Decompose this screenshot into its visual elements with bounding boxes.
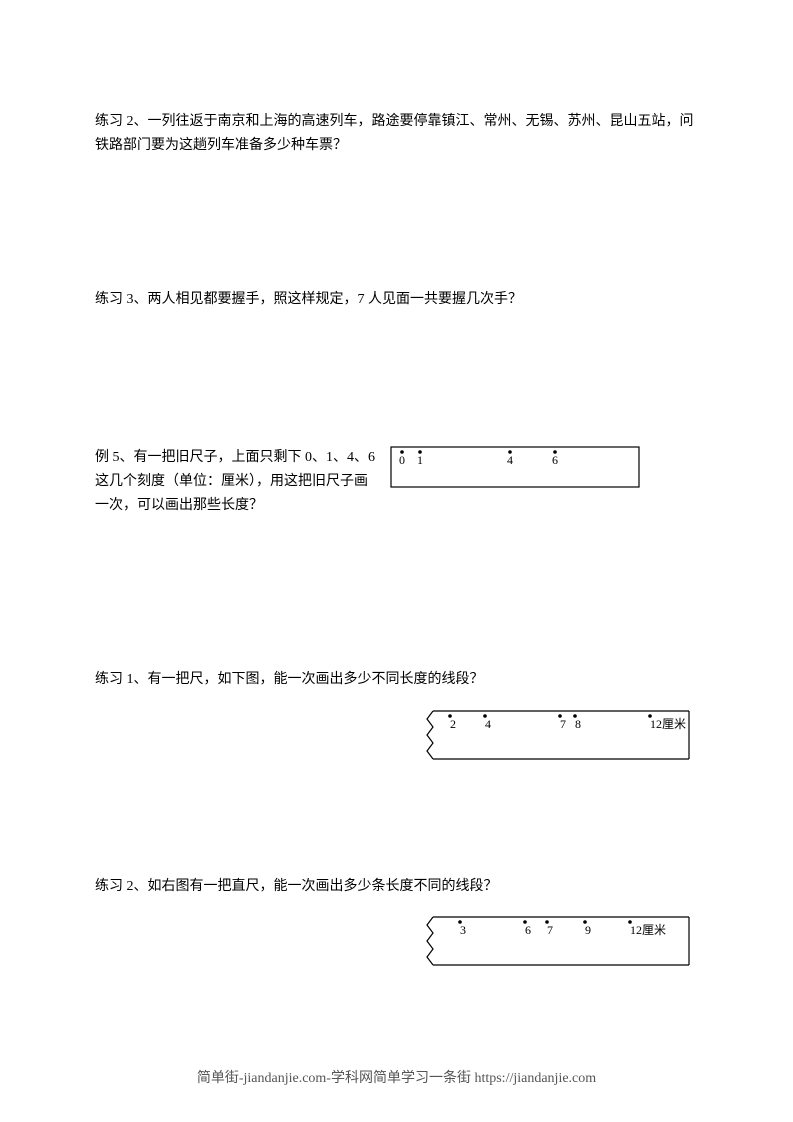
- svg-text:12厘米: 12厘米: [630, 923, 666, 937]
- example-5-row: 例 5、有一把旧尺子，上面只剩下 0、1、4、6 这几个刻度（单位：厘米），用这…: [95, 446, 698, 517]
- svg-text:8: 8: [575, 717, 581, 731]
- example-5-text: 例 5、有一把旧尺子，上面只剩下 0、1、4、6 这几个刻度（单位：厘米），用这…: [95, 446, 390, 517]
- svg-text:1: 1: [417, 453, 423, 467]
- example-5-ruler: 01 4 6: [390, 446, 698, 488]
- practice-1-text: 练习 1、有一把尺，如下图，能一次画出多少不同长度的线段？: [95, 668, 698, 692]
- svg-text:2: 2: [450, 717, 456, 731]
- practice-1-ruler: 2 4 78 12厘米: [425, 710, 698, 760]
- question-3: 练习 3、两人相见都要握手，照这样规定，7 人见面一共要握几次手？: [95, 288, 698, 312]
- svg-text:7: 7: [560, 717, 566, 731]
- svg-text:9: 9: [585, 923, 591, 937]
- page-footer: 简单街-jiandanjie.com-学科网简单学习一条街 https://ji…: [0, 1067, 793, 1087]
- practice-2-ruler: 3 6 7 9 12厘米: [425, 916, 698, 966]
- svg-text:6: 6: [525, 923, 531, 937]
- svg-text:12厘米: 12厘米: [650, 717, 686, 731]
- practice-2-text: 练习 2、如右图有一把直尺，能一次画出多少条长度不同的线段？: [95, 875, 698, 899]
- svg-text:0: 0: [399, 453, 405, 467]
- svg-text:4: 4: [485, 717, 491, 731]
- svg-text:3: 3: [460, 923, 466, 937]
- question-2: 练习 2、一列往返于南京和上海的高速列车，路途要停靠镇江、常州、无锡、苏州、昆山…: [95, 110, 698, 158]
- svg-text:4: 4: [507, 453, 513, 467]
- svg-text:6: 6: [552, 453, 558, 467]
- svg-text:7: 7: [547, 923, 553, 937]
